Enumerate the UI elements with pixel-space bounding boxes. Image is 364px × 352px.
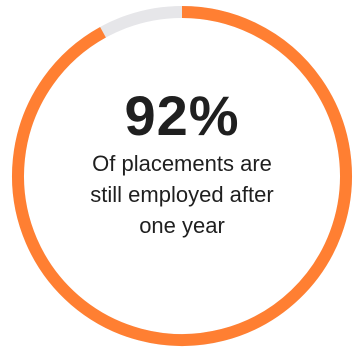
stat-percentage: 92% [124,84,240,147]
ring-progress-arc [12,6,352,346]
caption-line-2: still employed after [90,182,274,207]
caption-line-3: one year [139,213,225,238]
stat-text: 92% Of placements are still employed aft… [32,84,332,241]
stat-caption: Of placements are still employed after o… [32,148,332,241]
caption-line-1: Of placements are [92,151,272,176]
